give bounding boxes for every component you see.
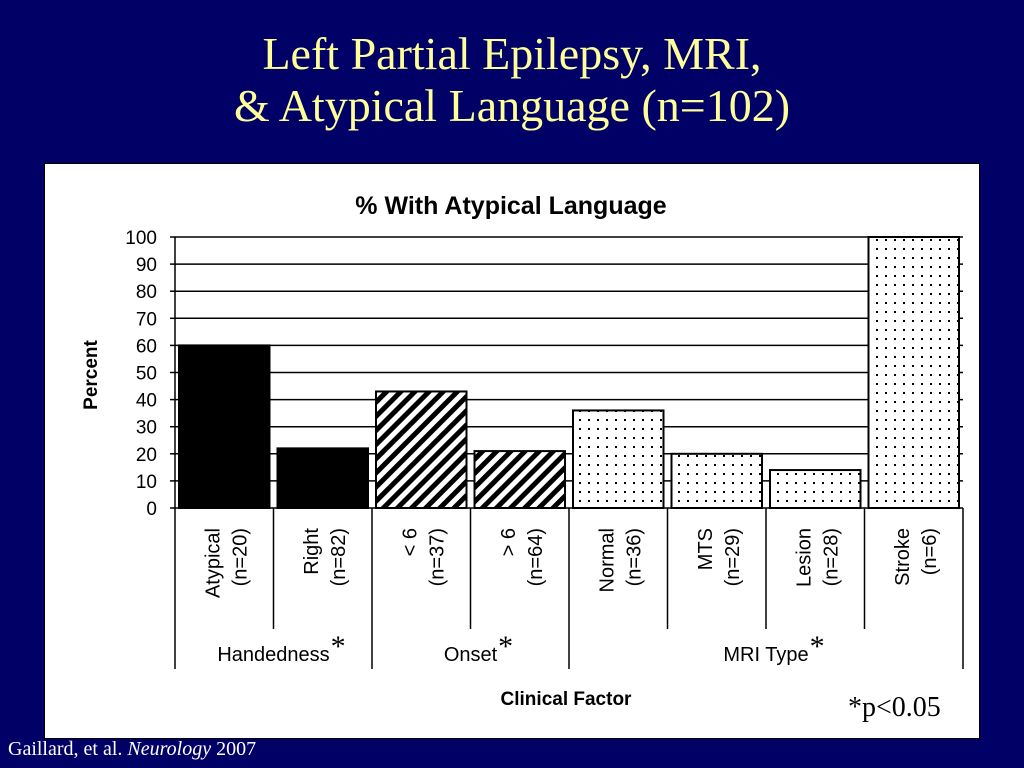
slide-title: Left Partial Epilepsy, MRI, & Atypical L… xyxy=(0,28,1024,132)
group-label: MRI Type xyxy=(723,644,808,666)
y-tick-label: 30 xyxy=(136,418,157,439)
bar-6 xyxy=(375,390,468,509)
significance-marker: * xyxy=(810,630,825,663)
y-tick-label: 100 xyxy=(125,228,157,249)
group-label: Handedness xyxy=(217,644,329,666)
significance-marker: * xyxy=(331,630,346,663)
chart-panel: % With Atypical Language Percent Clinica… xyxy=(44,163,980,739)
citation-journal: Neurology xyxy=(127,738,212,760)
y-tick-label: 0 xyxy=(146,499,157,520)
y-tick-label: 90 xyxy=(136,255,157,276)
significance-marker: * xyxy=(498,630,513,663)
category-n-label: (n=29) xyxy=(722,528,744,586)
y-tick-label: 70 xyxy=(136,309,157,330)
y-tick-label: 40 xyxy=(136,391,157,412)
category-n-label: (n=36) xyxy=(623,528,645,586)
group-label: Onset xyxy=(444,644,498,666)
category-n-label: (n=64) xyxy=(525,528,547,586)
bar-mts xyxy=(670,452,763,509)
citation-footer: Gaillard, et al. Neurology 2007 xyxy=(8,738,256,761)
category-label: > 6 xyxy=(498,528,520,556)
bar-right xyxy=(276,447,369,510)
chart-title: % With Atypical Language xyxy=(355,192,666,220)
category-n-label: (n=28) xyxy=(820,528,842,586)
y-tick-label: 80 xyxy=(136,282,157,303)
slide-title-line-1: Left Partial Epilepsy, MRI, xyxy=(262,28,762,79)
category-label: Normal xyxy=(596,528,618,592)
category-n-label: (n=20) xyxy=(229,528,251,586)
x-axis-label: Clinical Factor xyxy=(501,689,633,710)
bar-atypical xyxy=(178,344,271,509)
bar-6 xyxy=(473,450,566,509)
slide-title-line-2: & Atypical Language (n=102) xyxy=(233,80,791,131)
y-tick-label: 60 xyxy=(136,336,157,357)
bar-chart: % With Atypical Language Percent Clinica… xyxy=(81,192,964,710)
category-label: Right xyxy=(301,528,323,575)
category-label: Lesion xyxy=(793,528,815,587)
y-tick-label: 20 xyxy=(136,445,157,466)
category-label: MTS xyxy=(695,528,717,570)
category-label: < 6 xyxy=(399,528,421,556)
y-tick-label: 50 xyxy=(136,364,157,385)
category-n-label: (n=37) xyxy=(426,528,448,586)
category-n-label: (n=6) xyxy=(919,528,941,575)
bar-lesion xyxy=(769,469,862,509)
category-label: Atypical xyxy=(202,528,224,598)
y-axis-label: Percent xyxy=(81,339,102,409)
bar-normal xyxy=(572,409,665,509)
bar-stroke xyxy=(867,236,960,509)
citation-year: 2007 xyxy=(211,738,257,760)
y-tick-label: 10 xyxy=(136,472,157,493)
citation-authors: Gaillard, et al. xyxy=(8,738,128,760)
category-n-label: (n=82) xyxy=(328,528,350,586)
category-label: Stroke xyxy=(892,528,914,586)
significance-note: *p<0.05 xyxy=(848,692,941,723)
